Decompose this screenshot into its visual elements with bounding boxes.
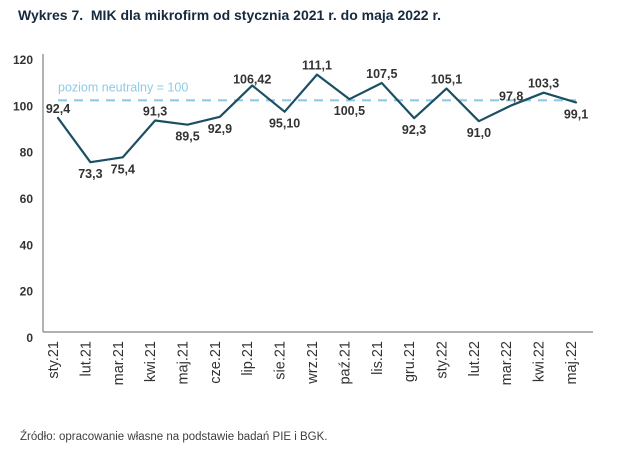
svg-text:lut.21: lut.21	[78, 341, 94, 376]
svg-text:mar.21: mar.21	[111, 341, 127, 385]
svg-text:gru.21: gru.21	[402, 341, 418, 382]
svg-text:100: 100	[13, 99, 33, 113]
svg-text:kwi.22: kwi.22	[532, 341, 548, 382]
svg-text:91,0: 91,0	[467, 126, 491, 140]
svg-text:91,3: 91,3	[143, 105, 167, 119]
svg-text:0: 0	[26, 331, 33, 345]
svg-text:lut.22: lut.22	[467, 341, 483, 376]
svg-text:lis.21: lis.21	[370, 341, 386, 375]
svg-text:95,10: 95,10	[269, 117, 300, 131]
svg-text:105,1: 105,1	[431, 73, 462, 87]
svg-text:92,3: 92,3	[402, 123, 426, 137]
svg-text:40: 40	[20, 238, 34, 252]
svg-text:lip.21: lip.21	[240, 341, 256, 376]
svg-text:89,5: 89,5	[175, 130, 199, 144]
svg-text:80: 80	[20, 146, 34, 160]
svg-text:cze.21: cze.21	[208, 341, 224, 384]
svg-text:97,8: 97,8	[499, 89, 523, 103]
svg-text:20: 20	[20, 285, 34, 299]
svg-text:sty.21: sty.21	[46, 341, 62, 379]
svg-text:mar.22: mar.22	[499, 341, 515, 385]
svg-text:106,42: 106,42	[233, 73, 271, 87]
svg-text:paź.21: paź.21	[337, 341, 353, 385]
svg-text:wrz.21: wrz.21	[305, 341, 321, 385]
svg-text:maj.21: maj.21	[176, 341, 192, 385]
svg-text:poziom neutralny = 100: poziom neutralny = 100	[58, 81, 188, 95]
svg-text:75,4: 75,4	[111, 162, 135, 176]
svg-text:sty.22: sty.22	[435, 341, 451, 379]
svg-text:73,3: 73,3	[78, 167, 102, 181]
svg-text:maj.22: maj.22	[564, 341, 580, 385]
svg-text:92,9: 92,9	[208, 122, 232, 136]
svg-text:sie.21: sie.21	[273, 341, 289, 380]
svg-text:100,5: 100,5	[334, 104, 365, 118]
svg-text:103,3: 103,3	[528, 77, 559, 91]
svg-text:120: 120	[13, 53, 33, 67]
svg-text:92,4: 92,4	[46, 102, 70, 116]
svg-text:60: 60	[20, 192, 34, 206]
svg-text:111,1: 111,1	[302, 59, 332, 73]
svg-text:99,1: 99,1	[564, 107, 588, 121]
svg-text:107,5: 107,5	[366, 67, 397, 81]
svg-text:kwi.21: kwi.21	[143, 341, 159, 382]
